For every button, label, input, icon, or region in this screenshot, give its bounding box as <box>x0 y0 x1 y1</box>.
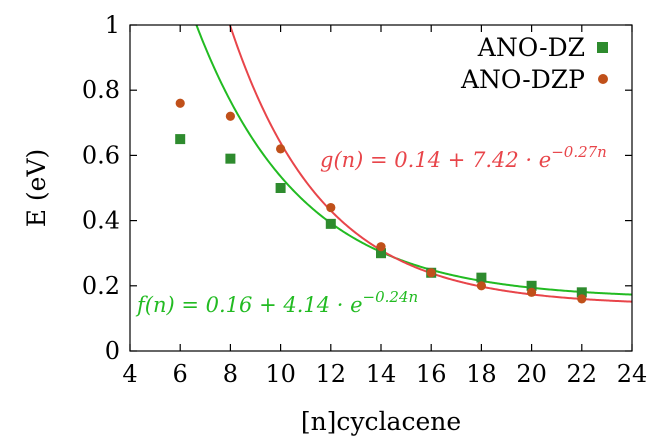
y-tick-label-1: 0.2 <box>82 272 120 300</box>
x-tick-label-4: 4 <box>122 360 137 388</box>
fit-label-f-main: f(n) = 0.16 + 4.14 · e <box>135 293 363 317</box>
point-ano-dzp-6 <box>175 98 185 108</box>
x-axis-ticks: 4 6 8 10 12 14 16 18 20 22 24 <box>122 25 647 388</box>
point-ano-dzp-10 <box>276 144 286 154</box>
x-tick-label-14: 14 <box>366 360 397 388</box>
legend-label-ano-dzp: ANO-DZP <box>460 65 585 94</box>
x-tick-label-22: 22 <box>567 360 598 388</box>
point-ano-dzp-18 <box>476 281 486 291</box>
point-ano-dz-14 <box>376 248 386 259</box>
point-ano-dzp-22 <box>577 294 587 304</box>
fit-label-g-exponent: −0.27n <box>551 143 607 161</box>
legend-entry-ano-dzp: ANO-DZP <box>460 65 608 94</box>
point-ano-dzp-12 <box>326 202 336 213</box>
y-axis-title: E (eV) <box>22 149 51 228</box>
point-ano-dzp-20 <box>527 287 537 297</box>
y-tick-label-0: 0 <box>105 337 120 365</box>
legend-marker-ano-dz <box>597 42 608 53</box>
y-tick-label-3: 0.6 <box>82 141 120 169</box>
fit-label-f: f(n) = 0.16 + 4.14 · e−0.24n <box>135 288 418 317</box>
y-tick-label-5: 1 <box>105 11 120 39</box>
x-tick-label-12: 12 <box>316 360 347 388</box>
legend-label-ano-dz: ANO-DZ <box>477 33 585 62</box>
legend: ANO-DZ ANO-DZP <box>460 33 608 94</box>
point-ano-dzp-8 <box>225 111 235 121</box>
legend-entry-ano-dz: ANO-DZ <box>477 33 608 62</box>
y-tick-label-2: 0.4 <box>82 207 120 235</box>
x-tick-label-8: 8 <box>223 360 238 388</box>
point-ano-dzp-14 <box>376 242 386 252</box>
x-tick-label-20: 20 <box>516 360 547 388</box>
fit-label-f-exponent: −0.24n <box>363 288 419 306</box>
point-ano-dz-12 <box>325 218 336 229</box>
x-tick-label-16: 16 <box>416 360 447 388</box>
point-ano-dz-20 <box>526 280 537 291</box>
x-axis-title: [n]cyclacene <box>301 407 461 436</box>
point-ano-dz-6 <box>175 134 186 145</box>
x-tick-label-24: 24 <box>617 360 648 388</box>
point-ano-dz-8 <box>225 153 236 164</box>
y-axis-ticks: 0 0.2 0.4 0.6 0.8 1 <box>82 11 632 365</box>
x-tick-label-10: 10 <box>265 360 296 388</box>
point-ano-dz-22 <box>576 287 587 298</box>
x-tick-label-18: 18 <box>466 360 497 388</box>
point-ano-dz-10 <box>275 183 286 193</box>
y-tick-label-4: 0.8 <box>82 76 120 104</box>
legend-marker-ano-dzp <box>598 74 608 84</box>
point-ano-dzp-16 <box>426 268 436 278</box>
point-ano-dz-18 <box>476 272 487 283</box>
fit-label-g-main: g(n) = 0.14 + 7.42 · e <box>320 148 551 172</box>
x-tick-label-6: 6 <box>173 360 188 388</box>
fit-label-g: g(n) = 0.14 + 7.42 · e−0.27n <box>320 143 607 172</box>
data-points <box>175 98 587 304</box>
